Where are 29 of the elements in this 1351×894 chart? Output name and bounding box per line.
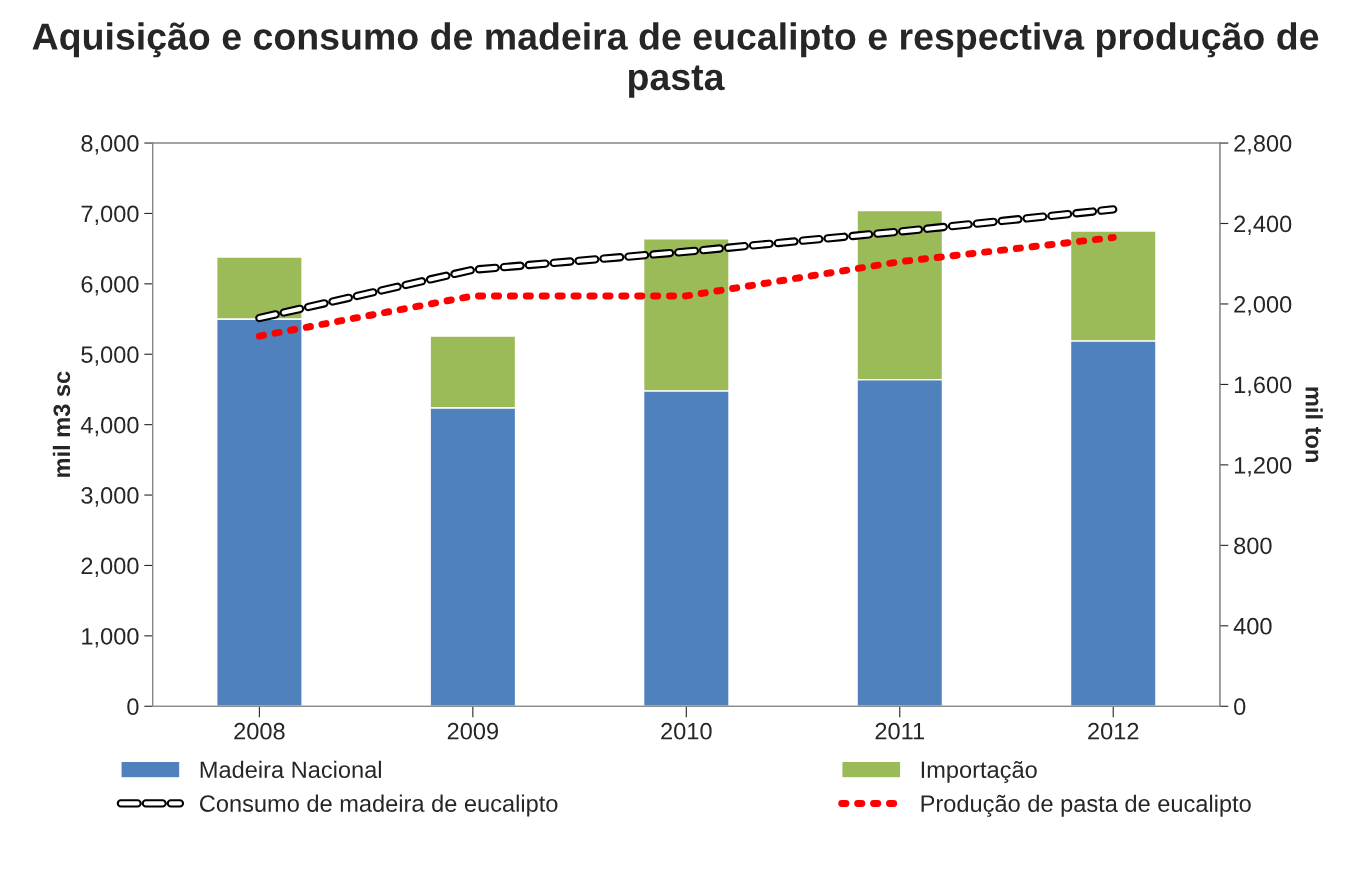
- y2-tick-label: 1,200: [1234, 456, 1292, 477]
- x-tick-label: 2010: [661, 722, 712, 740]
- y2-tick-label: 0: [1234, 698, 1246, 716]
- y2-axis-title: mil ton: [1305, 387, 1323, 462]
- legend-label: Consumo de madeira de eucalipto: [199, 794, 558, 817]
- y-tick-label: 2,000: [81, 557, 139, 578]
- x-tick-label: 2008: [234, 722, 285, 740]
- y-tick-label: 5,000: [81, 346, 139, 366]
- legend-label: Produção de pasta de eucalipto: [921, 794, 1251, 817]
- x-tick-label: 2009: [447, 722, 498, 740]
- y-tick-label: 7,000: [81, 205, 139, 226]
- y-axis-title: mil m3 sc: [52, 371, 71, 477]
- y-tick-label: 4,000: [80, 416, 139, 437]
- x-tick-label: 2012: [1088, 722, 1139, 740]
- y-tick-label: 1,000: [82, 627, 139, 648]
- x-tick-label: 2011: [875, 722, 925, 740]
- legend-label: Importação: [921, 760, 1037, 783]
- y2-tick-label: 1,600: [1234, 376, 1292, 396]
- chart-title: Aquisição e consumo de madeira de eucalipto e respectiva produção de pasta: [32, 22, 1319, 98]
- y2-tick-label: 400: [1233, 617, 1272, 635]
- y-tick-label: 8,000: [81, 135, 139, 155]
- y-tick-label: 3,000: [81, 487, 139, 507]
- y-tick-label: 0: [127, 698, 139, 716]
- y2-tick-label: 2,000: [1234, 296, 1292, 316]
- y2-tick-label: 2,400: [1234, 215, 1292, 236]
- y2-tick-label: 800: [1234, 537, 1272, 555]
- y2-tick-label: 2,800: [1234, 135, 1292, 155]
- y-tick-label: 6,000: [81, 275, 139, 296]
- legend-label: Madeira Nacional: [200, 760, 381, 779]
